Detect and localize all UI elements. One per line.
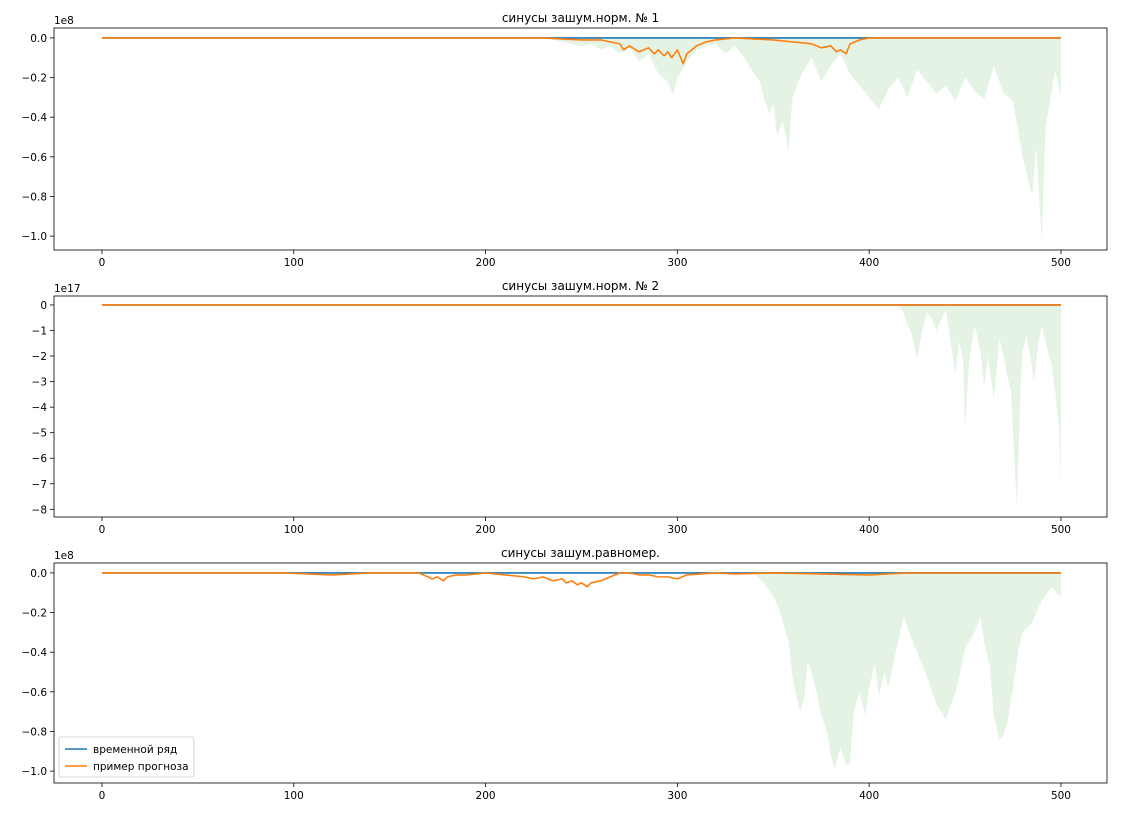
y-tick-label: −0.6 (22, 687, 48, 699)
y-tick-label: −0.2 (22, 608, 48, 620)
x-tick-label: 300 (667, 790, 687, 802)
y-tick-label: −1.0 (22, 231, 48, 243)
y-tick-label: 0.0 (30, 33, 47, 45)
plot-area (101, 572, 1061, 770)
x-tick-label: 400 (859, 257, 879, 269)
chart-title: синусы зашум.равномер. (501, 546, 660, 560)
y-tick-label: −7 (32, 479, 47, 491)
chart-panel-1: 0 100 200 300 400 500 0.0 −0.2 −0.4 −0.6 −0.8 −1.0 1… (22, 11, 1108, 269)
chart-title: синусы зашум.норм. № 2 (502, 279, 659, 293)
x-tick-label: 200 (476, 790, 496, 802)
y-tick-label: −3 (32, 377, 47, 389)
chart-panel-2: 0 100 200 300 400 500 0 −1 −2 −3 −4 −5 −6 −7 −8 1e17 син… (32, 279, 1108, 536)
y-tick-label: −0.4 (22, 647, 48, 659)
x-tick-label: 0 (99, 790, 106, 802)
series-line-2 (101, 37, 1061, 65)
y-tick-label: 0.0 (30, 568, 47, 580)
y-tick-label: −0.2 (22, 73, 48, 85)
x-tick-label: 400 (859, 524, 879, 536)
y-exponent-label: 1e8 (54, 550, 74, 562)
x-tick-label: 500 (1051, 524, 1071, 536)
x-tick-label: 0 (99, 257, 106, 269)
x-tick-label: 200 (476, 257, 496, 269)
y-exponent-label: 1e8 (54, 15, 74, 27)
y-tick-label: −2 (32, 351, 47, 363)
legend-box (58, 736, 195, 778)
y-tick-label: −8 (32, 504, 47, 516)
plot-area (101, 37, 1061, 241)
legend-label-1: временной ряд (93, 744, 177, 756)
y-tick-label: −0.4 (22, 112, 48, 124)
confidence-band (754, 572, 1061, 770)
y-tick-label: −0.6 (22, 152, 48, 164)
confidence-band (897, 304, 1061, 507)
x-tick-label: 500 (1051, 257, 1071, 269)
legend: временной ряд пример прогноза (58, 736, 195, 778)
x-tick-label: 500 (1051, 790, 1071, 802)
series-line-2 (101, 572, 1061, 588)
y-tick-label: −4 (32, 402, 48, 414)
y-tick-label: −5 (32, 428, 47, 440)
chart-panel-3: 0 100 200 300 400 500 0.0 −0.2 −0.4 −0.6 −0.8 −1.0 1… (22, 546, 1108, 802)
axes-frame (53, 295, 1108, 518)
chart-title: синусы зашум.норм. № 1 (502, 11, 659, 25)
y-tick-label: −0.8 (22, 191, 48, 203)
x-tick-label: 300 (667, 524, 687, 536)
x-tick-label: 100 (284, 257, 304, 269)
y-tick-label: −1 (32, 325, 47, 337)
axes-frame (53, 27, 1108, 251)
x-tick-label: 100 (284, 790, 304, 802)
y-exponent-label: 1e17 (54, 283, 81, 295)
y-tick-label: −1.0 (22, 766, 48, 778)
legend-label-2: пример прогноза (93, 761, 189, 773)
x-tick-label: 100 (284, 524, 304, 536)
plot-area (101, 304, 1061, 507)
x-tick-label: 0 (99, 524, 106, 536)
x-tick-label: 300 (667, 257, 687, 269)
y-tick-label: −6 (32, 453, 48, 465)
x-tick-label: 400 (859, 790, 879, 802)
axes-frame (53, 562, 1108, 784)
x-tick-label: 200 (476, 524, 496, 536)
y-tick-label: −0.8 (22, 726, 48, 738)
confidence-band (543, 37, 1061, 241)
y-tick-label: 0 (40, 300, 47, 312)
